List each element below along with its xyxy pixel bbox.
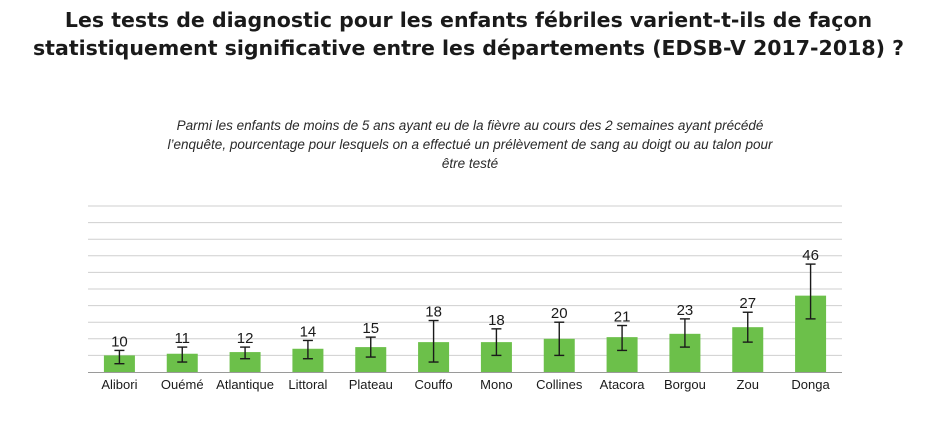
category-labels: Alibori Ouémé Atlantique Littoral Plateau Cou… bbox=[101, 377, 830, 392]
value-labels: 10 11 12 14 15 18 18 20 21 23 27 46 bbox=[111, 247, 819, 350]
error-bar bbox=[805, 263, 816, 320]
category-label: Atacora bbox=[600, 377, 646, 392]
value-label: 27 bbox=[739, 295, 756, 312]
chart-subtitle: Parmi les enfants de moins de 5 ans ayan… bbox=[90, 116, 850, 173]
value-label: 15 bbox=[362, 320, 379, 337]
value-label: 18 bbox=[425, 304, 442, 321]
error-bar bbox=[428, 319, 439, 363]
error-bar bbox=[491, 328, 502, 357]
grid-lines bbox=[88, 205, 842, 373]
error-bar bbox=[302, 339, 313, 360]
error-bar bbox=[554, 321, 565, 357]
category-label: Mono bbox=[480, 377, 513, 392]
error-bar bbox=[114, 349, 125, 365]
chart-subtitle-line-1: Parmi les enfants de moins de 5 ans ayan… bbox=[176, 118, 764, 133]
error-bar bbox=[742, 311, 753, 343]
category-label: Collines bbox=[536, 377, 583, 392]
error-bar bbox=[617, 324, 628, 352]
error-bar bbox=[679, 318, 690, 348]
value-label: 20 bbox=[551, 305, 568, 322]
error-bar bbox=[240, 346, 251, 360]
chart-subtitle-line-3: être testé bbox=[441, 156, 499, 171]
category-label: Alibori bbox=[101, 377, 137, 392]
category-label: Borgou bbox=[664, 377, 706, 392]
category-label: Couffo bbox=[415, 377, 453, 392]
bars bbox=[103, 295, 827, 372]
category-label: Littoral bbox=[288, 377, 327, 392]
chart-title-line-1: Les tests de diagnostic pour les enfants… bbox=[64, 8, 873, 32]
category-label: Ouémé bbox=[161, 377, 204, 392]
value-label: 18 bbox=[488, 312, 505, 329]
value-label: 21 bbox=[614, 309, 631, 326]
category-label: Zou bbox=[737, 377, 759, 392]
value-label: 14 bbox=[300, 323, 317, 340]
chart-title: Les tests de diagnostic pour les enfants… bbox=[0, 6, 937, 62]
value-label: 46 bbox=[802, 247, 819, 264]
value-label: 11 bbox=[174, 330, 190, 347]
category-label: Plateau bbox=[349, 377, 393, 392]
bar-atlantique bbox=[229, 352, 261, 372]
category-label: Atlantique bbox=[216, 377, 274, 392]
error-bars bbox=[114, 263, 816, 365]
error-bar bbox=[177, 346, 188, 363]
bar-littoral bbox=[292, 348, 324, 372]
value-label: 12 bbox=[237, 330, 254, 347]
error-bar bbox=[365, 336, 376, 358]
chart-subtitle-line-2: l’enquête, pourcentage pour lesquels on … bbox=[167, 137, 773, 152]
value-label: 23 bbox=[677, 302, 694, 319]
chart-title-line-2: statistiquement significative entre les … bbox=[32, 36, 905, 60]
category-label: Donga bbox=[791, 377, 830, 392]
value-label: 10 bbox=[111, 333, 128, 350]
bar-ouémé bbox=[166, 353, 198, 372]
